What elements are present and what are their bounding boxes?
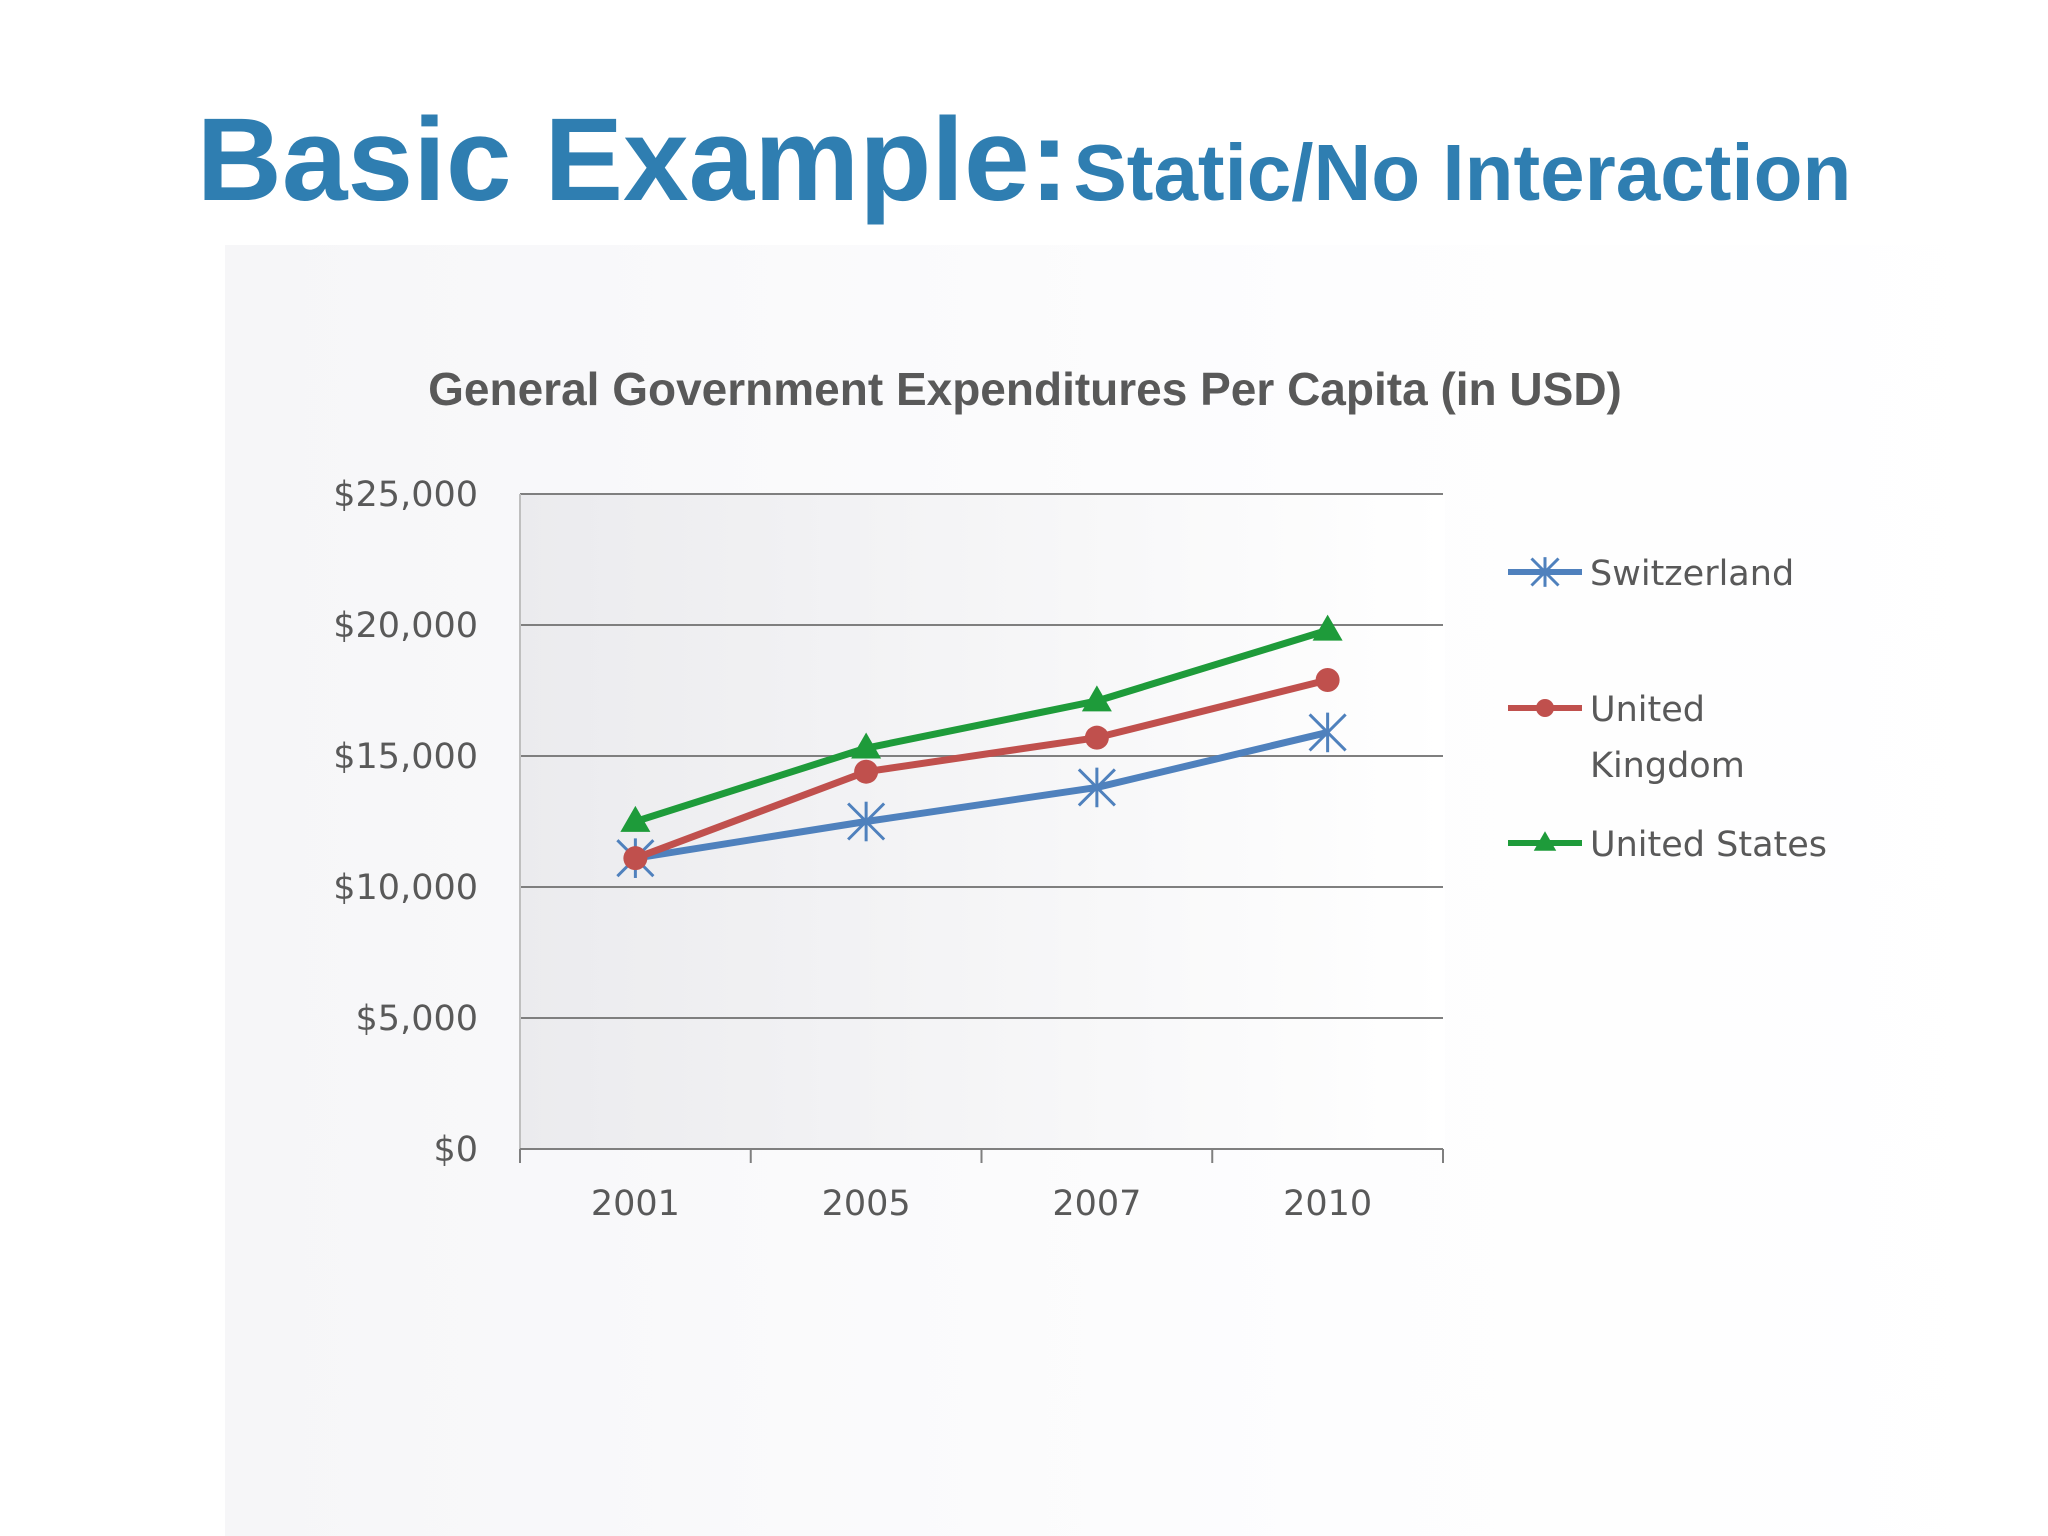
marker-asterisk bbox=[1530, 557, 1560, 587]
legend-item-united-states: United States bbox=[1508, 825, 1827, 865]
legend-label: Switzerland bbox=[1590, 554, 1794, 594]
marker-circle bbox=[1315, 668, 1340, 693]
marker-circle bbox=[854, 759, 879, 784]
legend: Switzerland United Kingdom United States bbox=[1508, 554, 1827, 865]
chart-title: General Government Expenditures Per Capi… bbox=[428, 363, 1622, 415]
x-tick-label: 2005 bbox=[822, 1184, 911, 1224]
x-tick-label: 2010 bbox=[1283, 1184, 1372, 1224]
y-tick-label: $20,000 bbox=[333, 606, 478, 646]
x-tick-label: 2001 bbox=[591, 1184, 680, 1224]
marker-triangle bbox=[1312, 614, 1343, 641]
legend-label: United bbox=[1590, 690, 1705, 730]
marker-asterisk bbox=[1308, 712, 1347, 753]
grid-lines bbox=[520, 493, 1443, 1019]
series-line bbox=[634, 626, 1329, 825]
marker-circle bbox=[623, 846, 648, 871]
x-tick-label: 2007 bbox=[1052, 1184, 1141, 1224]
marker-asterisk bbox=[1077, 767, 1116, 808]
marker-triangle bbox=[620, 805, 651, 832]
axes: $0 $5,000 $10,000 $15,000 $20,000 $25,000 2001… bbox=[333, 475, 1444, 1224]
legend-label: Kingdom bbox=[1590, 746, 1745, 786]
marker-triangle bbox=[1081, 685, 1112, 712]
marker-triangle bbox=[1533, 831, 1557, 851]
slide-title: Basic Example: Static/No Interaction bbox=[0, 92, 2048, 228]
marker-asterisk bbox=[847, 801, 886, 842]
series-lines bbox=[616, 614, 1347, 878]
marker-circle bbox=[1084, 725, 1109, 750]
legend-item-switzerland: Switzerland bbox=[1508, 554, 1794, 594]
marker-triangle bbox=[851, 732, 882, 759]
y-tick-label: $0 bbox=[433, 1130, 478, 1170]
y-tick-label: $10,000 bbox=[333, 868, 478, 908]
series-united-states bbox=[620, 614, 1343, 832]
legend-label: United States bbox=[1590, 825, 1827, 865]
y-tick-label: $5,000 bbox=[356, 999, 478, 1039]
series-line bbox=[634, 676, 1329, 862]
legend-item-united-kingdom: United Kingdom bbox=[1508, 690, 1745, 786]
plot-area bbox=[520, 494, 1445, 1149]
series-switzerland bbox=[616, 712, 1347, 878]
y-tick-label: $15,000 bbox=[333, 737, 478, 777]
y-tick-label: $25,000 bbox=[333, 475, 478, 515]
marker-circle bbox=[1536, 699, 1554, 717]
series-line bbox=[634, 729, 1329, 862]
slide-title-sub: Static/No Interaction bbox=[1073, 128, 1852, 217]
slide-title-main: Basic Example: bbox=[196, 94, 1069, 226]
series-united-kingdom bbox=[623, 668, 1340, 871]
